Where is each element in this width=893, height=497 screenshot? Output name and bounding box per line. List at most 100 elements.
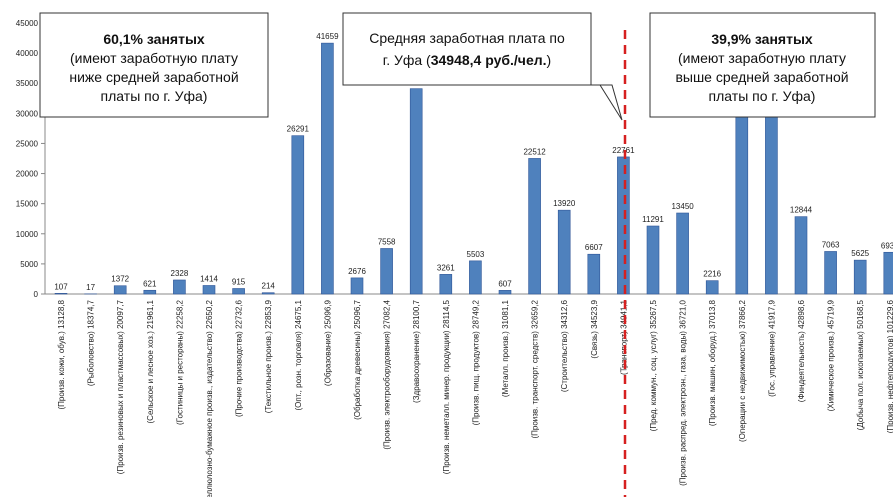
callout-text: платы по г. Уфа) <box>709 88 816 104</box>
value-label: 2328 <box>171 269 189 278</box>
value-label: 621 <box>143 279 157 288</box>
bar <box>587 253 601 295</box>
value-label: 7063 <box>822 240 840 249</box>
y-tick-label: 25000 <box>16 139 39 148</box>
callout-text: (имеют заработную плату <box>70 50 238 66</box>
x-tick-label: (Гос. управление) 41917,9 <box>767 299 776 396</box>
bar <box>409 88 423 295</box>
x-tick-label: (Произв. неметалл. минер. продукции) 281… <box>442 299 451 474</box>
bar <box>705 280 719 295</box>
bar <box>528 158 541 295</box>
callout-text: выше средней заработной <box>675 69 848 85</box>
value-label: 3261 <box>437 263 455 272</box>
value-label: 13450 <box>671 202 694 211</box>
value-label: 13920 <box>553 199 576 208</box>
y-tick-label: 20000 <box>16 170 39 179</box>
y-tick-label: 5000 <box>20 260 38 269</box>
y-tick-label: 15000 <box>16 200 39 209</box>
x-tick-label: (Произв. пищ. продуктов) 28749,2 <box>471 299 480 425</box>
x-tick-label: (Добыча пол. ископаемых) 50168,5 <box>856 299 865 430</box>
callout-text: (имеют заработную плату <box>678 50 846 66</box>
bar <box>883 251 893 295</box>
callout-box <box>342 12 592 86</box>
bar <box>794 216 808 295</box>
y-tick-label: 45000 <box>16 19 39 28</box>
x-tick-label: (Произв. электрооборудования) 27082,4 <box>383 299 392 449</box>
x-tick-label: (Произв. нефтепродуктов) 101229,6 <box>886 299 893 433</box>
bar <box>765 91 778 295</box>
x-tick-label: (Произв. транспорт. средств) 32659,2 <box>531 299 540 438</box>
x-tick-label: (Здравоохранение) 28100,7 <box>412 299 421 402</box>
x-tick-label: (Химическое произв.) 45719,9 <box>827 299 836 411</box>
x-tick-label: (Рыболовство) 18374,7 <box>87 299 96 386</box>
y-tick-label: 40000 <box>16 49 39 58</box>
x-tick-label: (Целлюлозно-бумажное произв., издательст… <box>205 299 214 497</box>
x-tick-label: (Гостиницы и рестораны) 22258,2 <box>175 299 184 425</box>
x-tick-label: (Прочие производства) 22732,6 <box>235 299 244 417</box>
value-label: 6607 <box>585 243 603 252</box>
value-label: 41659 <box>316 32 339 41</box>
callout-text: г. Уфа ( <box>383 52 431 68</box>
value-label: 107 <box>54 282 68 291</box>
value-label: 22761 <box>612 146 635 155</box>
value-label: 915 <box>232 277 246 286</box>
value-label: 2216 <box>703 270 721 279</box>
value-label: 11291 <box>642 215 664 224</box>
callout-text: ниже средней заработной <box>69 69 238 85</box>
bar <box>824 251 837 295</box>
bar <box>202 285 216 295</box>
bar <box>54 293 68 295</box>
callout-text: платы по г. Уфа) <box>101 88 208 104</box>
x-tick-label: (Металл. произв.) 31081,1 <box>501 299 510 397</box>
x-tick-label: (Пред. коммун., соц. услуг) 35267,5 <box>649 299 658 431</box>
x-tick-label: (Строительство) 34312,6 <box>560 299 569 392</box>
value-label: 214 <box>262 282 276 291</box>
bar <box>469 260 482 295</box>
bar <box>113 285 127 295</box>
callout-box <box>649 12 876 118</box>
value-label: 12844 <box>790 206 813 215</box>
x-tick-label: (Сельское и лесное хоз.) 21961,1 <box>146 299 155 423</box>
x-tick-label: (Текстильное произв.) 22853,9 <box>264 299 273 413</box>
bar <box>646 225 660 295</box>
value-label: 26291 <box>287 125 310 134</box>
y-tick-label: 30000 <box>16 109 39 118</box>
callout-text: г. Уфа (34948,4 руб./чел.) <box>383 52 551 68</box>
bar <box>321 42 334 295</box>
callout-text: 39,9% занятых <box>711 31 813 47</box>
x-tick-label: (Произв. кожи, обув.) 13128,8 <box>57 299 66 409</box>
callout-box <box>39 12 269 118</box>
x-tick-label: (Произв. машин, оборуд.) 37013,8 <box>708 299 717 426</box>
callout-text: 60,1% занятых <box>103 31 205 47</box>
bar <box>291 135 305 295</box>
value-label: 1414 <box>200 274 218 283</box>
bar <box>232 288 245 295</box>
y-tick-label: 35000 <box>16 79 39 88</box>
x-tick-label: (Финдеятельность) 42898,6 <box>797 299 806 402</box>
value-label: 7558 <box>378 237 396 246</box>
callout-text: Средняя заработная плата по <box>369 30 565 46</box>
callout-text: 34948,4 руб./чел. <box>431 52 547 68</box>
x-tick-label: (Опт., розн. торговля) 24675,1 <box>294 299 303 410</box>
y-tick-label: 10000 <box>16 230 39 239</box>
bar <box>261 292 275 295</box>
bar <box>853 259 867 295</box>
bar <box>498 290 512 295</box>
bar <box>380 248 393 295</box>
value-label: 5625 <box>851 249 869 258</box>
value-label: 2676 <box>348 267 366 276</box>
value-label: 5503 <box>467 250 485 259</box>
x-tick-label: (Обработка древесины) 25096,7 <box>353 299 362 419</box>
x-tick-label: (Произв. резиновых и пластмассовых) 2009… <box>116 299 125 474</box>
x-tick-label: (Связь) 34523,9 <box>590 299 599 358</box>
bar <box>173 279 186 295</box>
y-tick-label: 0 <box>34 290 39 299</box>
bar <box>143 289 157 295</box>
bar <box>676 212 689 295</box>
value-label: 1372 <box>111 275 129 284</box>
value-label: 22512 <box>523 147 546 156</box>
bar <box>350 277 364 295</box>
bar <box>439 274 453 295</box>
